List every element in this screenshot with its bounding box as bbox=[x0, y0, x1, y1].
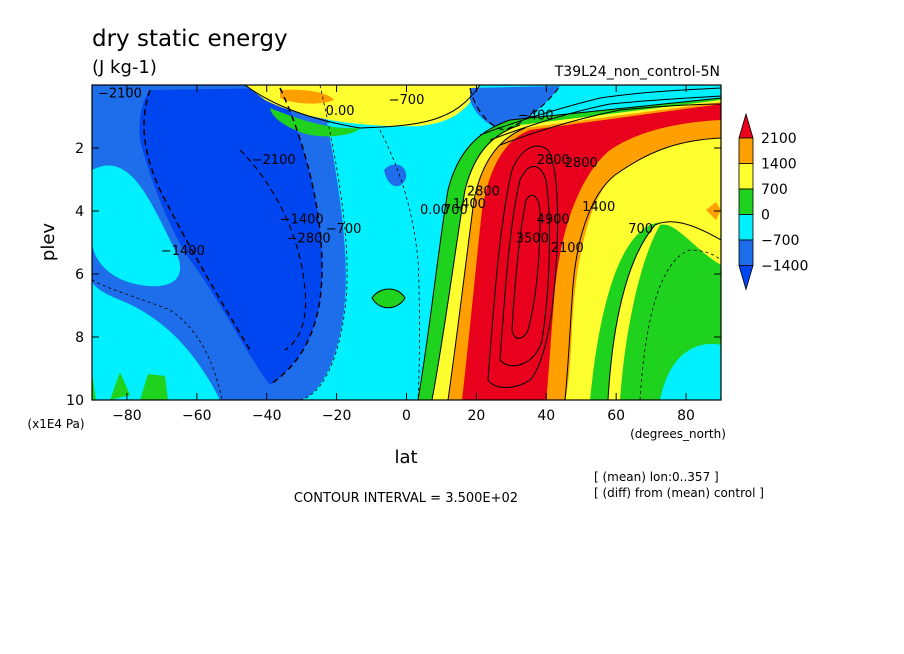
colorbar-label: 1400 bbox=[761, 157, 797, 173]
contour-line bbox=[469, 85, 561, 131]
x-tick-label: 40 bbox=[537, 408, 555, 424]
contour-line bbox=[489, 95, 721, 141]
contour-label: 700 bbox=[628, 222, 653, 237]
contour-line bbox=[371, 288, 406, 309]
contour-label: 2800 bbox=[537, 153, 570, 168]
y-axis-label: plev bbox=[38, 223, 59, 262]
colorbar-swatch bbox=[738, 188, 754, 215]
contour-label: −2100 bbox=[98, 87, 142, 102]
contour-label: 700 bbox=[443, 203, 468, 218]
x-tick-label: 60 bbox=[607, 408, 625, 424]
contour-line bbox=[511, 194, 541, 339]
x-tick-label: −40 bbox=[252, 408, 282, 424]
x-tick-label: 80 bbox=[677, 408, 695, 424]
contour-line bbox=[299, 85, 348, 400]
contour-line bbox=[447, 127, 526, 400]
x-tick-label: 0 bbox=[402, 408, 411, 424]
contour-line bbox=[269, 87, 323, 386]
contour-line bbox=[564, 137, 721, 400]
y-tick-label: 8 bbox=[75, 330, 84, 346]
contour-line bbox=[499, 166, 550, 367]
contour-line bbox=[244, 85, 481, 129]
contour-label: −400 bbox=[518, 109, 554, 124]
contour-line bbox=[379, 129, 420, 400]
colorbar-label: 0 bbox=[761, 208, 770, 224]
contour-label: −1400 bbox=[280, 213, 324, 228]
band-upper-blue bbox=[470, 86, 560, 130]
x-axis-label: lat bbox=[394, 447, 417, 468]
colorbar-swatch bbox=[738, 137, 754, 164]
contour-lines bbox=[92, 85, 721, 400]
colorbar-swatch bbox=[738, 163, 754, 190]
colorbar-arrow-top bbox=[738, 112, 754, 139]
contour-label: 2800 bbox=[565, 156, 598, 171]
contour-label: 4900 bbox=[537, 213, 570, 228]
band-green-tropics bbox=[372, 289, 405, 308]
y-tick-label: 10 bbox=[66, 393, 84, 409]
colorbar-arrow-bottom bbox=[738, 265, 754, 291]
contour-label: 2100 bbox=[551, 241, 584, 256]
band-orange-spot bbox=[706, 202, 721, 220]
contour-line bbox=[239, 149, 307, 351]
colorbar-label: 2100 bbox=[761, 131, 797, 147]
x-tick-label: 20 bbox=[467, 408, 485, 424]
y-tick-label: 4 bbox=[75, 204, 84, 220]
note-diff: [ (diff) from (mean) control ] bbox=[594, 486, 764, 500]
contour-label: 3500 bbox=[516, 232, 549, 247]
y-tick-label: 6 bbox=[75, 267, 84, 283]
band-minus700-arc bbox=[92, 165, 181, 287]
contour-labels: −21000.00−700−2100−1400−2800−700−14000.0… bbox=[98, 87, 653, 260]
chart-title: dry static energy bbox=[92, 26, 288, 52]
contour-line bbox=[639, 249, 721, 400]
contour-label: 2800 bbox=[467, 184, 500, 199]
x-tick-label: −60 bbox=[182, 408, 212, 424]
y-axis: 2 4 6 8 10 bbox=[66, 141, 721, 409]
band-minus1400-spot bbox=[384, 164, 407, 187]
contour-line bbox=[487, 145, 559, 388]
note-mean: [ (mean) lon:0..357 ] bbox=[594, 470, 719, 484]
colorbar-swatch bbox=[738, 239, 754, 266]
band-cyan-nh-lower bbox=[660, 343, 721, 400]
contour-label: −700 bbox=[326, 222, 362, 237]
contour-label: −1400 bbox=[161, 244, 205, 259]
y-axis-units: (x1E4 Pa) bbox=[27, 417, 84, 431]
x-tick-label: −20 bbox=[322, 408, 352, 424]
contour-line bbox=[143, 89, 251, 351]
contour-label: −700 bbox=[389, 93, 425, 108]
band-upper-orange bbox=[280, 89, 334, 104]
x-tick-label: −80 bbox=[112, 408, 142, 424]
contour-fill bbox=[92, 85, 721, 400]
contour-label: 0.00 bbox=[326, 104, 355, 119]
x-axis: −80 −60 −40 −20 0 20 40 60 80 bbox=[112, 85, 695, 424]
colorbar-swatch bbox=[738, 214, 754, 241]
contour-label: −2100 bbox=[252, 153, 296, 168]
band-upper-green bbox=[270, 108, 360, 137]
band-red-nh bbox=[462, 104, 721, 400]
y-tick-label: 2 bbox=[75, 141, 84, 157]
band-minus2100-south bbox=[139, 88, 322, 385]
x-axis-units: (degrees_north) bbox=[630, 427, 726, 441]
contour-line bbox=[607, 221, 721, 400]
contour-label: −2800 bbox=[287, 232, 331, 247]
contour-label: 1400 bbox=[582, 200, 615, 215]
colorbar-label: −700 bbox=[761, 233, 799, 249]
band-green-south bbox=[92, 372, 168, 400]
contour-label: 1400 bbox=[453, 197, 486, 212]
colorbar-label: −1400 bbox=[761, 259, 808, 275]
contour-interval: CONTOUR INTERVAL = 3.500E+02 bbox=[294, 491, 518, 506]
chart-units: (J kg-1) bbox=[92, 57, 157, 78]
contour-line bbox=[417, 97, 721, 400]
contour-line bbox=[479, 87, 721, 136]
colorbar-label: 700 bbox=[761, 182, 788, 198]
run-label: T39L24_non_control-5N bbox=[554, 64, 720, 80]
contour-label: 0.00 bbox=[420, 203, 449, 218]
colorbar: 2100 1400 700 0 −700 −1400 bbox=[738, 112, 808, 291]
contour-line bbox=[499, 103, 721, 146]
